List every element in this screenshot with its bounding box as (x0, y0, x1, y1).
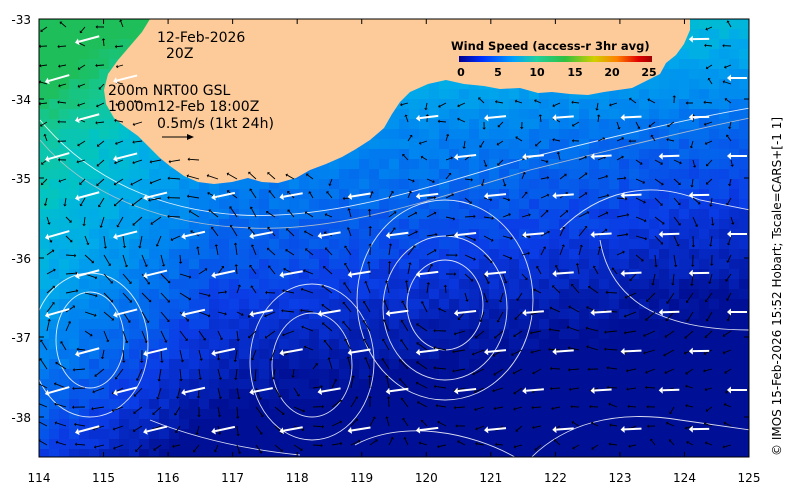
x-tick-label: 122 (544, 471, 567, 485)
colorbar-tick: 15 (567, 66, 582, 79)
current-vectors (39, 19, 735, 455)
x-tick-label: 119 (350, 471, 373, 485)
y-tick-label: -34 (11, 93, 31, 107)
x-tick-label: 115 (92, 471, 115, 485)
colorbar-tick: 10 (529, 66, 545, 79)
colorbar-tick: 20 (604, 66, 620, 79)
colorbar-tick: 5 (494, 66, 502, 79)
imos-credit: © IMOS 15-Feb-2026 15:52 Hobart; Tscale=… (770, 116, 784, 456)
vector-legend-line2: 1000m12-Feb 18:00Z (108, 99, 259, 115)
colorbar-tick: 25 (641, 66, 656, 79)
y-tick-label: -38 (11, 411, 31, 425)
colorbar: Wind Speed (access-r 3hr avg) 0 5 10 15 … (451, 39, 657, 79)
x-tick-label: 118 (286, 471, 309, 485)
axis-ticks (38, 18, 750, 457)
map-date: 12-Feb-2026 (157, 30, 245, 46)
sst-contours (39, 107, 749, 457)
plot-frame (38, 18, 750, 458)
x-tick-label: 125 (738, 471, 761, 485)
reference-vector (162, 134, 194, 140)
vector-legend-line3: 0.5m/s (1kt 24h) (157, 116, 274, 132)
wind-vectors (44, 35, 748, 436)
y-axis-labels: -33 -34 -35 -36 -37 -38 (11, 13, 31, 425)
x-tick-label: 117 (221, 471, 244, 485)
x-tick-label: 123 (609, 471, 632, 485)
y-tick-label: -36 (11, 252, 31, 266)
y-tick-label: -35 (11, 172, 31, 186)
colorbar-tick: 0 (457, 66, 465, 79)
x-axis-labels: 114 115 116 117 118 119 120 121 122 123 … (28, 471, 761, 485)
colorbar-gradient (459, 56, 652, 62)
map-time: 20Z (166, 46, 193, 62)
y-tick-label: -33 (11, 13, 31, 27)
y-tick-label: -37 (11, 331, 31, 345)
vector-legend-line1: 200m NRT00 GSL (108, 83, 231, 99)
x-tick-label: 120 (415, 471, 438, 485)
x-tick-label: 124 (673, 471, 696, 485)
x-tick-label: 116 (157, 471, 180, 485)
x-tick-label: 121 (479, 471, 502, 485)
x-tick-label: 114 (28, 471, 51, 485)
colorbar-title: Wind Speed (access-r 3hr avg) (451, 39, 650, 53)
